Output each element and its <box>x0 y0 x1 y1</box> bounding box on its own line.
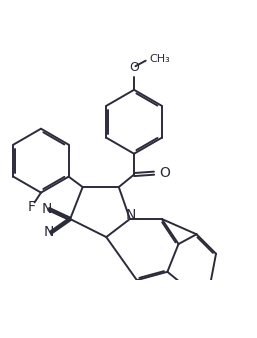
Text: CH₃: CH₃ <box>149 54 170 64</box>
Text: F: F <box>27 199 35 214</box>
Text: N: N <box>42 202 52 216</box>
Text: O: O <box>159 166 170 180</box>
Text: N: N <box>126 208 136 222</box>
Text: N: N <box>44 225 54 239</box>
Text: O: O <box>129 61 139 74</box>
